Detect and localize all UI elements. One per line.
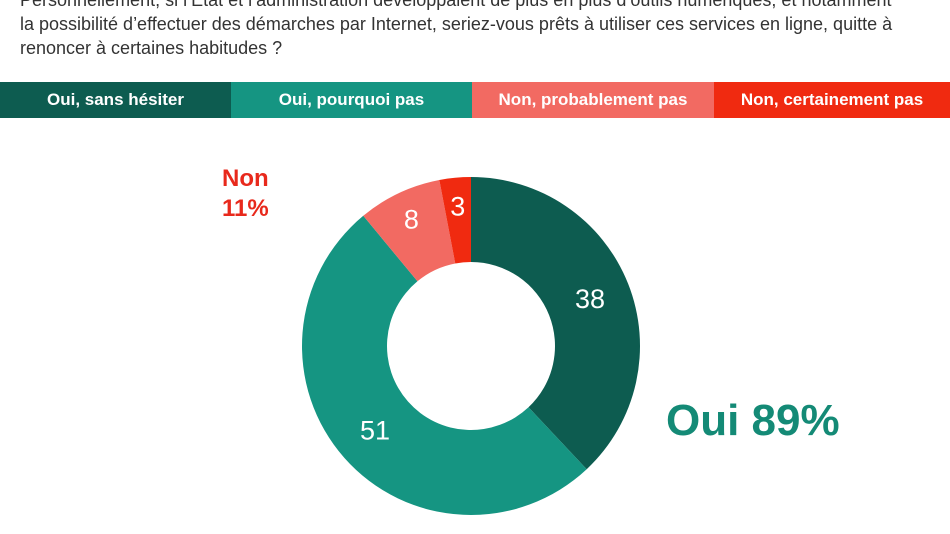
oui-total-label: Oui 89% — [666, 396, 840, 445]
non-total-value: 11% — [222, 195, 269, 222]
legend-item: Non, certainement pas — [714, 82, 950, 118]
slice-value-label: 3 — [450, 192, 465, 222]
donut-slice — [302, 215, 587, 515]
survey-question: Personnellement, si l’État et l’administ… — [20, 0, 893, 58]
donut-slice — [363, 179, 456, 282]
slice-value-label: 51 — [360, 416, 390, 446]
donut-slice — [471, 177, 640, 470]
non-total-label: Non 11% — [222, 164, 269, 224]
legend-item: Non, probablement pas — [472, 82, 714, 118]
slice-value-label: 8 — [404, 204, 419, 234]
legend-item: Oui, sans hésiter — [0, 82, 231, 118]
slice-value-label: 38 — [575, 284, 605, 314]
legend-item: Oui, pourquoi pas — [231, 82, 472, 118]
legend-bar: Oui, sans hésiter Oui, pourquoi pas Non, p… — [0, 82, 950, 118]
donut-slice — [439, 177, 471, 264]
non-total-word: Non — [222, 165, 269, 192]
